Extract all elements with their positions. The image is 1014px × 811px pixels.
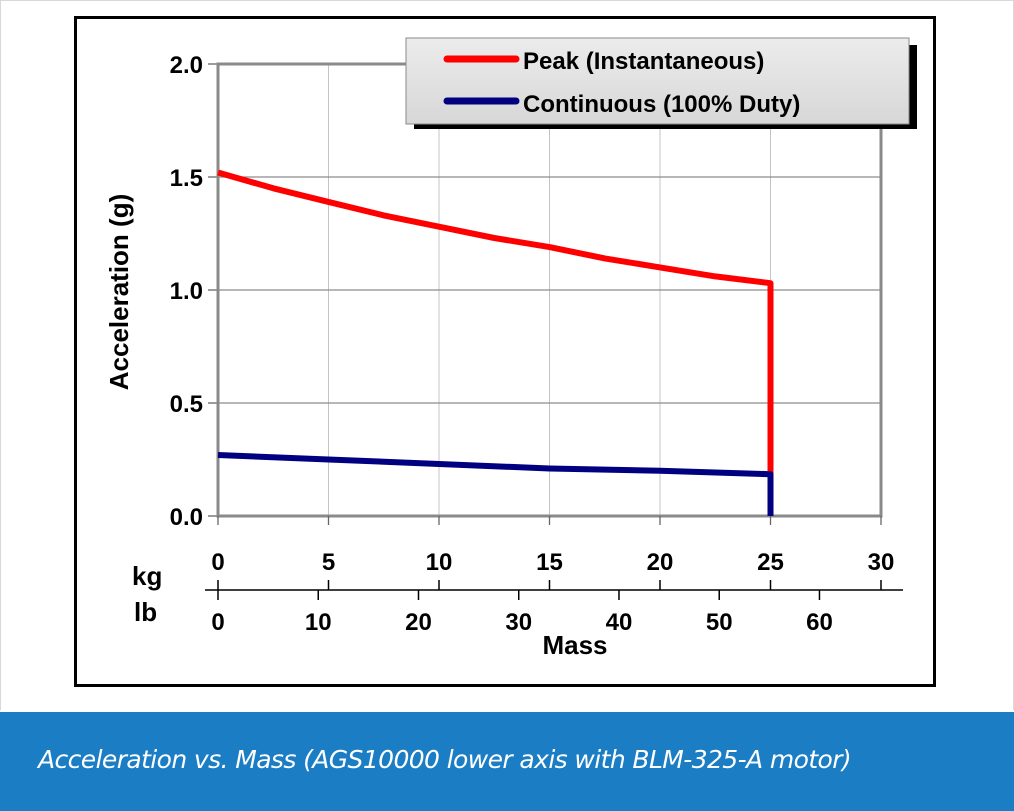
lb-tick-label: 0 [211,609,224,636]
y-tick-label: 0.0 [170,504,203,531]
acceleration-vs-mass-chart: 0.0 0.5 1.0 1.5 2.0 Acceleration (g) kg 0 5 10… [104,37,917,660]
lb-tick-label: 60 [806,609,833,636]
legend-label-peak: Peak (Instantaneous) [523,48,764,75]
series-line-continuous [217,452,774,516]
y-tick-label: 1.5 [170,165,203,192]
legend: Peak (Instantaneous) Continuous (100% Du… [405,37,917,129]
y-tick-label: 2.0 [170,52,203,79]
kg-tick-label: 25 [757,549,784,576]
grid-lines [218,64,881,516]
lb-axis: lb 0 10 20 30 40 50 60 [134,590,833,636]
figure-caption: Acceleration vs. Mass (AGS10000 lower ax… [38,745,852,774]
kg-tick-label: 0 [211,549,224,576]
legend-label-continuous: Continuous (100% Duty) [523,91,800,118]
x-axis-title: Mass [542,630,607,660]
y-tick-labels: 0.0 0.5 1.0 1.5 2.0 [170,52,203,531]
lb-unit-label: lb [134,597,157,627]
kg-tick-label: 30 [868,549,895,576]
lb-tick-label: 40 [606,609,633,636]
lb-tick-label: 50 [706,609,733,636]
kg-tick-label: 5 [322,549,335,576]
kg-unit-label: kg [132,561,162,591]
kg-tick-label: 15 [536,549,563,576]
kg-tick-label: 20 [647,549,674,576]
caption-bar [0,712,1014,811]
y-tick-label: 0.5 [170,391,203,418]
series-lines [217,169,774,516]
kg-axis: kg 0 5 10 15 20 25 30 [132,549,903,591]
y-tick-label: 1.0 [170,278,203,305]
lb-tick-label: 10 [305,609,332,636]
lb-tick-label: 20 [405,609,432,636]
legend-box [405,37,910,125]
y-axis-title: Acceleration (g) [104,194,134,391]
lb-tick-label: 30 [505,609,532,636]
series-line-peak [217,169,774,516]
kg-tick-label: 10 [426,549,453,576]
